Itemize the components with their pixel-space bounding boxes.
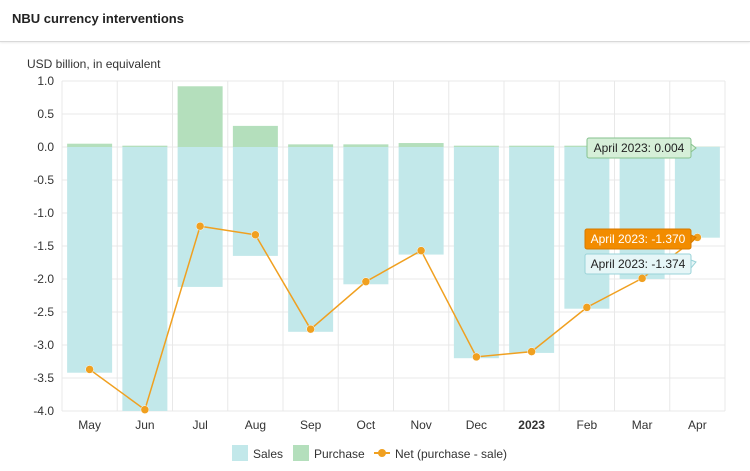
header-bar: NBU currency interventions [0,0,750,42]
purchase-bar[interactable] [343,144,389,147]
page-title: NBU currency interventions [12,11,184,26]
legend-swatch-net-point [378,449,386,457]
purchase-bar[interactable] [67,143,113,147]
y-tick-label: -1.5 [33,239,54,253]
y-tick-label: 0.5 [37,107,54,121]
net-point[interactable] [361,277,371,286]
legend-label-purchase[interactable]: Purchase [314,447,365,461]
tooltip-pointer [690,259,697,270]
sales-bar[interactable] [453,147,499,359]
tooltip: April 2023: 0.004 [586,137,697,159]
purchase-bar[interactable] [453,145,499,147]
legend-swatch-purchase [293,445,309,461]
x-tick-label: Jun [135,418,154,432]
net-point[interactable] [195,221,205,231]
net-point[interactable] [416,246,426,255]
x-tick-label: Jul [192,418,207,432]
sales-bar[interactable] [343,147,389,285]
net-point[interactable] [85,365,94,374]
y-tick-label: -4.0 [33,404,54,418]
net-point[interactable] [527,347,536,356]
tooltip: April 2023: -1.370 [584,228,697,250]
tooltip-pointer [690,234,697,245]
x-tick-label: Aug [245,418,266,432]
y-tick-label: -2.0 [33,272,54,286]
x-tick-label: Mar [632,418,653,432]
sales-bar[interactable] [67,147,113,373]
legend-label-sales[interactable]: Sales [253,447,283,461]
net-point[interactable] [251,230,260,240]
y-tick-label: -0.5 [33,173,54,187]
y-tick-label: -2.5 [33,305,54,319]
sales-bar[interactable] [398,147,444,255]
y-tick-label: -3.0 [33,338,54,352]
tooltip-text: April 2023: 0.004 [594,141,685,155]
net-line [89,225,698,411]
purchase-bar[interactable] [177,86,223,147]
x-tick-label: Dec [466,418,487,432]
x-tick-label: Oct [357,418,376,432]
x-tick-label: 2023 [518,418,545,432]
x-tick-label: Feb [577,418,598,432]
purchase-bar[interactable] [232,125,278,147]
net-point[interactable] [306,324,315,334]
tooltip-text: April 2023: -1.370 [591,232,686,246]
tooltip-pointer [690,142,697,154]
purchase-bar[interactable] [122,145,168,147]
tooltip-text: April 2023: -1.374 [591,257,686,271]
net-point[interactable] [637,274,647,283]
net-point[interactable] [582,303,592,312]
sales-bar[interactable] [122,147,168,411]
y-tick-label: 1.0 [37,74,54,88]
net-point[interactable] [140,405,150,414]
y-tick-label: -1.0 [33,206,54,220]
x-tick-label: Nov [410,418,431,432]
sales-bar[interactable] [288,147,334,332]
sales-bar[interactable] [564,147,610,309]
y-axis-label: USD billion, in equivalent [27,57,161,71]
purchase-bar[interactable] [509,145,555,147]
sales-bar[interactable] [674,147,720,238]
y-tick-label: 0.0 [37,140,54,154]
x-tick-label: May [78,418,101,432]
y-tick-label: -3.5 [33,371,54,385]
tooltip: April 2023: -1.374 [584,253,697,275]
sales-bar[interactable] [232,147,278,256]
sales-bar[interactable] [509,147,555,353]
x-tick-label: Sep [300,418,322,432]
legend-swatch-sales [232,445,248,461]
purchase-bar[interactable] [398,143,444,147]
purchase-bar[interactable] [288,144,334,147]
x-tick-label: Apr [688,418,707,432]
legend-label-net[interactable]: Net (purchase - sale) [395,447,507,461]
sales-bar[interactable] [177,147,223,287]
net-point[interactable] [472,352,481,362]
